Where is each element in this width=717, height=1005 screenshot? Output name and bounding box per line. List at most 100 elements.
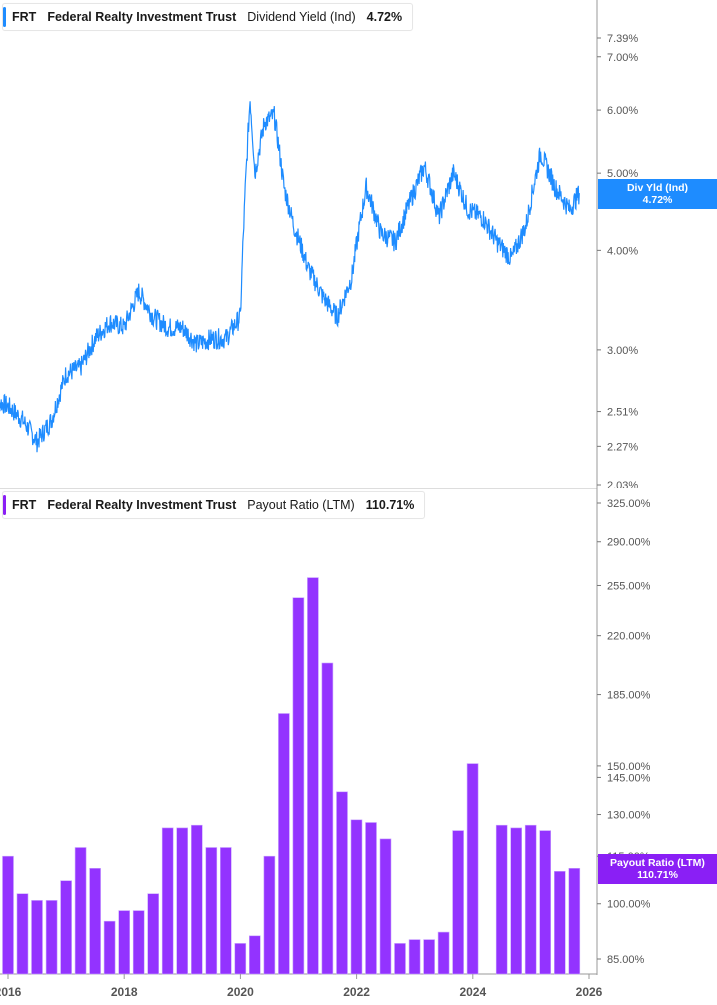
dividend-yield-price-flag: Div Yld (Ind) 4.72% — [598, 179, 717, 209]
flag-value: 110.71% — [637, 869, 678, 881]
svg-text:2020: 2020 — [227, 985, 254, 999]
payout-bar[interactable] — [103, 920, 116, 975]
payout-bar[interactable] — [45, 900, 58, 975]
y-tick: 255.00% — [597, 580, 651, 592]
svg-text:145.00%: 145.00% — [607, 772, 651, 784]
x-tick: 2020 — [227, 974, 254, 999]
payout-ratio-price-flag: Payout Ratio (LTM) 110.71% — [598, 854, 717, 884]
payout-bar[interactable] — [176, 827, 188, 975]
y-tick: 3.00% — [597, 345, 638, 357]
payout-bar[interactable] — [74, 847, 87, 975]
y-tick: 6.00% — [597, 105, 638, 117]
y-tick: 2.51% — [597, 407, 638, 419]
payout-bar[interactable] — [220, 847, 232, 975]
payout-bar[interactable] — [147, 893, 159, 975]
dividend-yield-chart[interactable]: 7.39% 7.00% 6.00% 5.00% 4.00% 3.00% 2.51% 2.27%… — [0, 0, 717, 488]
payout-bar[interactable] — [539, 830, 552, 975]
payout-bar[interactable] — [524, 824, 537, 975]
payout-bar[interactable] — [2, 855, 14, 975]
payout-ratio-chart[interactable]: 325.00% 290.00% 255.00% 220.00% 185.00% 150.0… — [0, 488, 717, 1005]
svg-text:2018: 2018 — [111, 985, 138, 999]
y-tick: 150.00% — [597, 761, 651, 773]
y-tick: 220.00% — [597, 631, 651, 643]
x-tick: 2024 — [459, 974, 486, 999]
y-tick: 325.00% — [597, 498, 651, 510]
legend-ticker: FRT — [12, 498, 37, 512]
svg-text:255.00%: 255.00% — [607, 580, 651, 592]
svg-text:5.00%: 5.00% — [607, 168, 638, 180]
x-tick: 2026 — [576, 974, 603, 999]
payout-bar[interactable] — [161, 827, 174, 975]
payout-bar[interactable] — [321, 662, 334, 975]
svg-text:85.00%: 85.00% — [607, 954, 645, 966]
payout-bar[interactable] — [336, 791, 348, 975]
payout-ratio-bars — [2, 577, 581, 975]
legend-metric: Dividend Yield (Ind) — [247, 10, 356, 24]
svg-text:220.00%: 220.00% — [607, 631, 651, 643]
payout-bar[interactable] — [249, 935, 261, 975]
y-axis-ticks: 325.00% 290.00% 255.00% 220.00% 185.00% 150.0… — [597, 498, 651, 966]
payout-bar[interactable] — [191, 824, 203, 975]
svg-text:2.51%: 2.51% — [607, 407, 638, 419]
payout-bar[interactable] — [452, 830, 464, 975]
payout-bar[interactable] — [350, 819, 363, 975]
payout-bar[interactable] — [423, 939, 435, 975]
svg-text:185.00%: 185.00% — [607, 690, 651, 702]
svg-text:2016: 2016 — [0, 985, 22, 999]
svg-text:2024: 2024 — [459, 985, 486, 999]
payout-bar[interactable] — [553, 870, 566, 975]
x-tick: 2018 — [111, 974, 138, 999]
payout-bar[interactable] — [437, 931, 450, 975]
legend-value: 110.71% — [365, 498, 415, 512]
svg-text:2.03%: 2.03% — [607, 480, 638, 488]
dividend-yield-panel: 7.39% 7.00% 6.00% 5.00% 4.00% 3.00% 2.51% 2.27%… — [0, 0, 717, 488]
svg-text:3.00%: 3.00% — [607, 345, 638, 357]
payout-bar[interactable] — [495, 824, 508, 975]
legend-color-swatch — [3, 7, 6, 27]
y-axis-ticks: 7.39% 7.00% 6.00% 5.00% 4.00% 3.00% 2.51% 2.27%… — [597, 33, 638, 488]
legend-metric: Payout Ratio (LTM) — [247, 498, 355, 512]
svg-text:130.00%: 130.00% — [607, 810, 651, 822]
payout-bar[interactable] — [31, 900, 43, 975]
payout-bar[interactable] — [466, 763, 479, 975]
svg-text:2026: 2026 — [576, 985, 603, 999]
y-tick: 2.03% — [597, 480, 638, 488]
payout-bar[interactable] — [510, 827, 523, 975]
payout-bar[interactable] — [132, 910, 145, 975]
payout-bar[interactable] — [408, 939, 421, 975]
legend-company: Federal Realty Investment Trust — [47, 10, 237, 24]
svg-text:6.00%: 6.00% — [607, 105, 638, 117]
payout-bar[interactable] — [379, 838, 392, 975]
y-tick: 7.39% — [597, 33, 638, 45]
payout-ratio-panel: 325.00% 290.00% 255.00% 220.00% 185.00% 150.0… — [0, 488, 717, 1005]
payout-bar[interactable] — [205, 847, 218, 975]
legend-ticker: FRT — [12, 10, 37, 24]
payout-bar[interactable] — [365, 822, 377, 975]
payout-bar[interactable] — [278, 713, 290, 975]
y-tick: 130.00% — [597, 810, 651, 822]
payout-bar[interactable] — [60, 880, 72, 975]
payout-bar[interactable] — [307, 577, 319, 975]
payout-bar[interactable] — [89, 867, 101, 975]
flag-label: Div Yld (Ind) — [626, 182, 689, 194]
payout-bar[interactable] — [394, 943, 406, 975]
payout-bar[interactable] — [568, 867, 581, 975]
flag-label: Payout Ratio (LTM) — [610, 857, 705, 869]
payout-bar[interactable] — [263, 855, 276, 975]
payout-bar[interactable] — [234, 943, 247, 975]
x-tick: 2022 — [343, 974, 370, 999]
payout-bar[interactable] — [118, 910, 130, 975]
legend-value: 4.72% — [366, 10, 403, 24]
dividend-yield-line[interactable] — [0, 101, 580, 453]
payout-bar[interactable] — [16, 893, 29, 975]
svg-text:4.00%: 4.00% — [607, 245, 638, 257]
svg-text:7.00%: 7.00% — [607, 52, 638, 64]
y-tick: 185.00% — [597, 690, 651, 702]
svg-text:290.00%: 290.00% — [607, 537, 651, 549]
payout-bar[interactable] — [292, 597, 305, 975]
payout-ratio-legend: FRT Federal Realty Investment Trust Payo… — [2, 491, 426, 519]
svg-text:2.27%: 2.27% — [607, 441, 638, 453]
y-tick: 7.00% — [597, 52, 638, 64]
svg-text:7.39%: 7.39% — [607, 33, 638, 45]
svg-text:100.00%: 100.00% — [607, 899, 651, 911]
